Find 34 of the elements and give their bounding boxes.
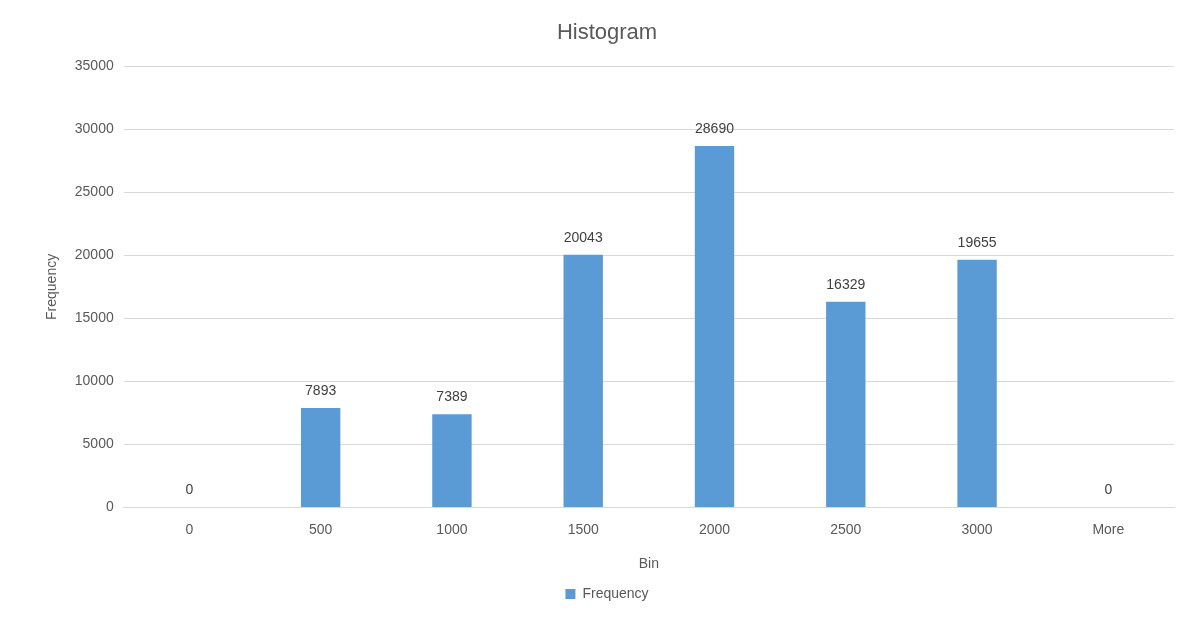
data-label: 19655 — [957, 233, 997, 250]
x-tick-label: More — [1092, 520, 1125, 537]
data-label: 7893 — [305, 381, 337, 398]
y-tick-label: 0 — [105, 498, 114, 515]
y-tick-label: 15000 — [74, 309, 114, 326]
y-tick-label: 10000 — [74, 372, 114, 389]
x-axis-title: Bin — [638, 555, 659, 572]
legend-label: Frequency — [582, 584, 649, 601]
data-label: 0 — [1104, 481, 1113, 498]
chart-title: Histogram — [556, 19, 658, 45]
x-tick-label: 500 — [308, 520, 333, 537]
data-label: 16329 — [826, 275, 866, 292]
data-label: 7389 — [436, 388, 468, 405]
y-tick-label: 25000 — [74, 183, 114, 200]
y-tick-label: 20000 — [74, 246, 114, 263]
y-tick-label: 30000 — [74, 120, 114, 137]
data-label: 20043 — [563, 228, 603, 245]
x-tick-label: 2500 — [830, 520, 862, 537]
x-tick-label: 1000 — [436, 520, 468, 537]
x-tick-label: 3000 — [961, 520, 993, 537]
bar — [957, 259, 997, 507]
y-axis-title: Frequency — [43, 253, 60, 320]
y-tick-label: 5000 — [82, 435, 114, 452]
x-tick-label: 2000 — [698, 520, 731, 537]
bar — [694, 145, 735, 507]
bar — [826, 301, 866, 507]
x-tick-label: 1500 — [567, 520, 599, 537]
bar — [563, 254, 603, 507]
data-label: 28690 — [695, 119, 735, 136]
bar — [300, 407, 341, 507]
bar — [432, 414, 472, 507]
data-label: 0 — [185, 481, 194, 498]
x-tick-label: 0 — [185, 520, 194, 537]
y-tick-label: 35000 — [74, 57, 114, 74]
